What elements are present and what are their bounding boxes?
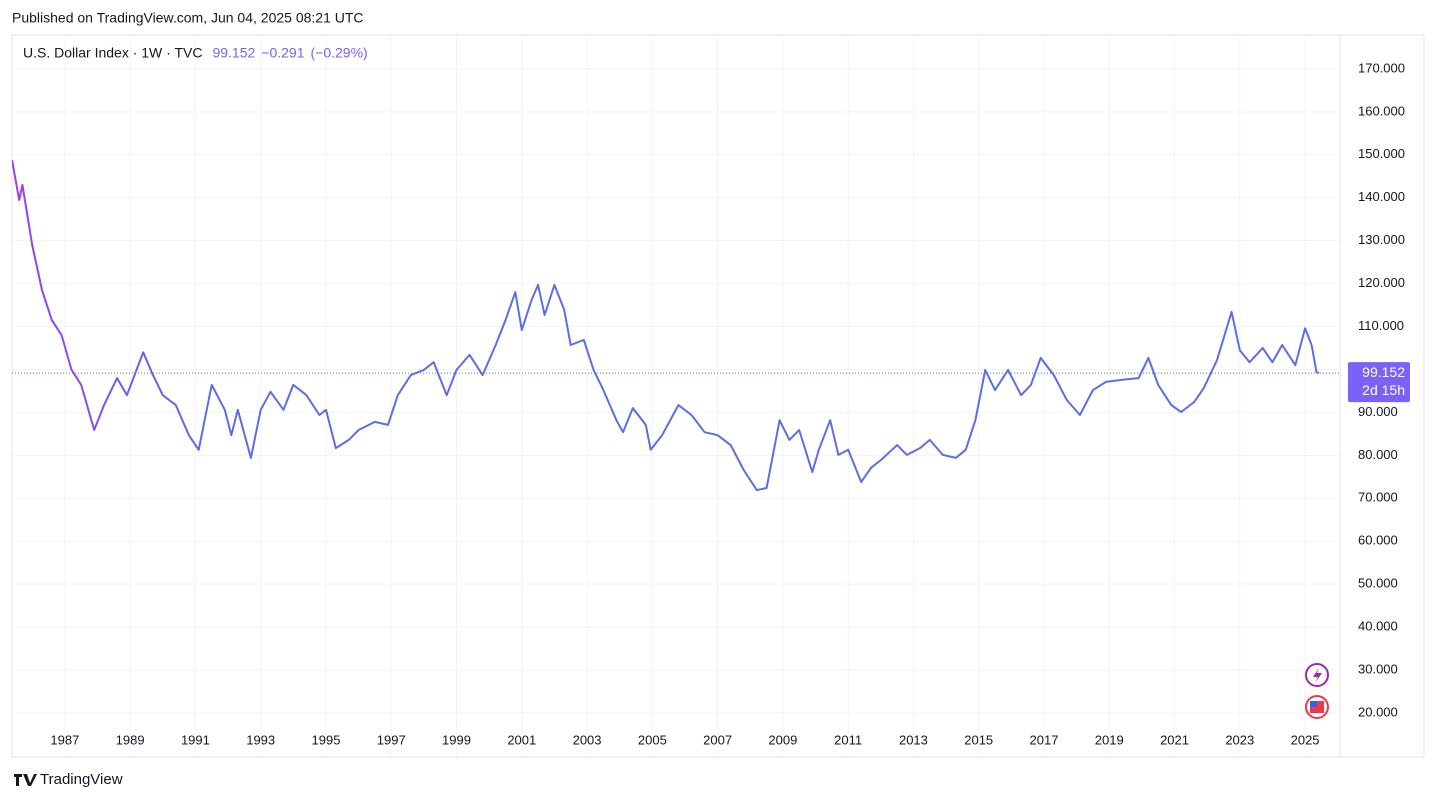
x-tick-label: 2003 [573,732,602,747]
last-price-box [1348,362,1410,403]
x-tick-label: 2015 [964,732,993,747]
y-tick-label: 30.000 [1358,661,1398,676]
x-tick-label: 2023 [1225,732,1254,747]
y-tick-label: 150.000 [1358,146,1405,161]
x-tick-label: 2005 [638,732,667,747]
legend-last: 99.152 [212,45,255,61]
legend-change-pct: (−0.29%) [311,45,368,61]
x-tick-label: 2021 [1160,732,1189,747]
y-tick-label: 130.000 [1358,232,1405,247]
legend-change: −0.291 [261,45,304,61]
brand: TradingView [40,771,123,788]
x-tick-label: 1999 [442,732,471,747]
y-tick-label: 70.000 [1358,490,1398,505]
x-tick-label: 2019 [1095,732,1124,747]
y-tick-label: 90.000 [1358,404,1398,419]
x-tick-label: 2013 [899,732,928,747]
last-price-label: 99.152 [1362,364,1405,380]
flag-icon-canton [1310,701,1317,707]
y-tick-label: 160.000 [1358,103,1405,118]
y-tick-label: 60.000 [1358,533,1398,548]
grid [12,35,1340,757]
x-tick-label: 2025 [1291,732,1320,747]
published-note: Published on TradingView.com, Jun 04, 20… [12,10,364,26]
x-tick-label: 2017 [1030,732,1059,747]
y-tick-label: 120.000 [1358,275,1405,290]
axes: 20.000 30.000 40.000 50.000 60.000 70.000 80.0… [50,60,1410,747]
price-line [12,159,1320,492]
y-tick-label: 170.000 [1358,60,1405,75]
logo [14,774,37,786]
countdown-label: 2d 15h [1362,382,1405,398]
y-tick-label: 110.000 [1358,318,1404,333]
event-icon-glyph [1313,668,1322,683]
x-tick-label: 1993 [246,732,275,747]
plot [12,159,1340,492]
y-tick-label: 40.000 [1358,619,1398,634]
x-tick-label: 1997 [377,732,406,747]
chart-title: U.S. Dollar Index · 1W · TVC [23,45,202,61]
x-tick-label: 2009 [768,732,797,747]
y-tick-label: 50.000 [1358,576,1398,591]
y-tick-label: 20.000 [1358,704,1398,719]
y-tick-label: 140.000 [1358,189,1405,204]
x-tick-label: 2007 [703,732,732,747]
x-tick-label: 1991 [181,732,210,747]
x-tick-label: 2001 [507,732,536,747]
x-tick-label: 1995 [312,732,341,747]
x-tick-label: 2011 [834,732,862,747]
x-tick-label: 1989 [116,732,145,747]
y-tick-label: 80.000 [1358,447,1398,462]
x-tick-label: 1987 [50,732,79,747]
